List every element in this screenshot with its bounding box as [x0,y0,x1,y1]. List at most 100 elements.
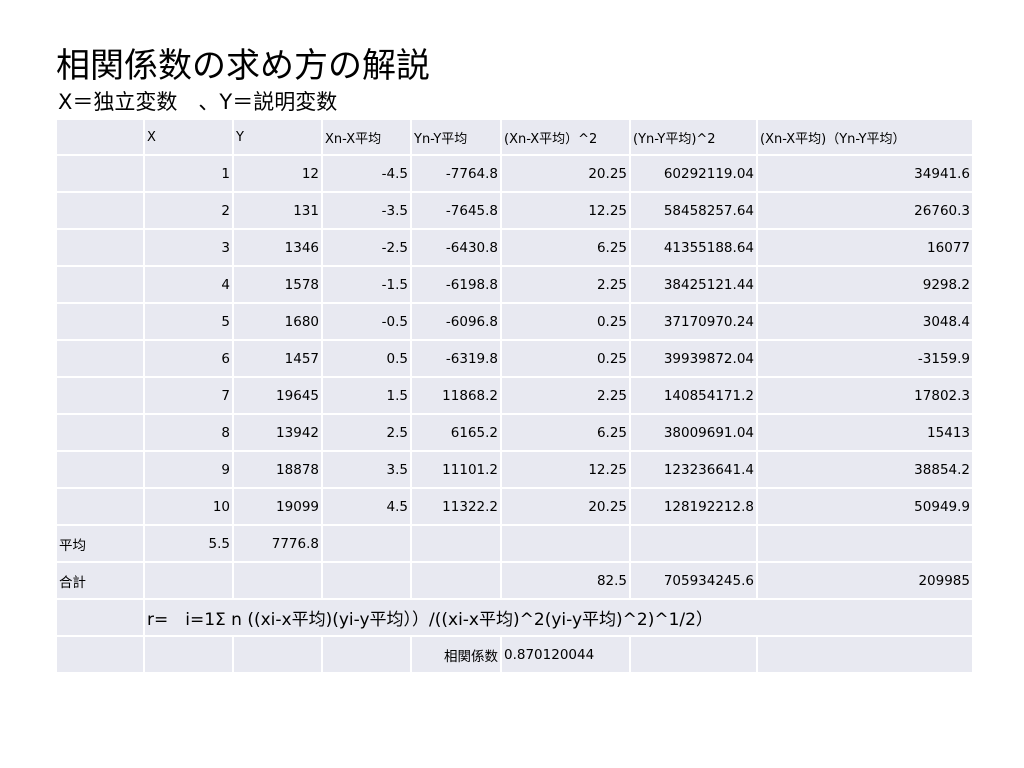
table-cell: 11868.2 [410,376,502,415]
table-cell: 37170970.24 [629,302,758,341]
table-cell: 2.25 [500,265,631,304]
table-cell [756,524,974,563]
table-cell: 7 [143,376,234,415]
table-cell [143,561,234,600]
table-row: 8 13942 2.5 6165.2 6.25 38009691.04 15413 [55,413,974,452]
table-cell: 0.25 [500,302,631,341]
table-cell: 7776.8 [232,524,323,563]
table-cell: 9 [143,450,234,489]
empty-cell [143,635,234,674]
table-cell: 8 [143,413,234,452]
table-cell: 3.5 [321,450,412,489]
table-cell [321,524,412,563]
table-cell: 6.25 [500,413,631,452]
table-row: 平均 5.5 7776.8 [55,524,974,563]
row-label-cell: 合計 [55,561,145,600]
correlation-table: X Y Xn-X平均 Yn-Y平均 (Xn-X平均）^2 (Yn-Y平均)^2 … [55,118,974,674]
row-label-cell [55,339,145,378]
table-cell: 10 [143,487,234,526]
table-cell: 15413 [756,413,974,452]
table-row: 合計 82.5 705934245.6 209985 [55,561,974,600]
table-cell: 1457 [232,339,323,378]
table-cell: 1578 [232,265,323,304]
table-cell: -7645.8 [410,191,502,230]
table-cell: 38009691.04 [629,413,758,452]
header-y-dev: Yn-Y平均 [410,118,502,156]
header-cell [55,118,145,156]
empty-cell [321,635,412,674]
table-cell: 11101.2 [410,450,502,489]
row-label-cell: 平均 [55,524,145,563]
table-cell: 2 [143,191,234,230]
header-x: X [143,118,234,156]
table-body: X Y Xn-X平均 Yn-Y平均 (Xn-X平均）^2 (Yn-Y平均)^2 … [55,118,974,674]
table-row: 2 131 -3.5 -7645.8 12.25 58458257.64 26760.3 [55,191,974,230]
table-cell: 209985 [756,561,974,600]
table-cell: -6198.8 [410,265,502,304]
table-row: 9 18878 3.5 11101.2 12.25 123236641.4 38854.2 [55,450,974,489]
table-cell: 20.25 [500,487,631,526]
table-cell: -3159.9 [756,339,974,378]
empty-cell [756,635,974,674]
table-cell: 705934245.6 [629,561,758,600]
table-cell: 4 [143,265,234,304]
table-row: 3 1346 -2.5 -6430.8 6.25 41355188.64 16077 [55,228,974,267]
page-title: 相関係数の求め方の解説 [56,46,430,86]
table-cell: 12.25 [500,191,631,230]
row-label-cell [55,487,145,526]
header-x-dev: Xn-X平均 [321,118,412,156]
empty-cell [55,598,145,637]
table-row: 4 1578 -1.5 -6198.8 2.25 38425121.44 9298.2 [55,265,974,304]
table-cell: -7764.8 [410,154,502,193]
header-row: X Y Xn-X平均 Yn-Y平均 (Xn-X平均）^2 (Yn-Y平均)^2 … [55,118,974,156]
table-cell: 39939872.04 [629,339,758,378]
table-cell: -3.5 [321,191,412,230]
row-label-cell [55,154,145,193]
table-cell: 0.25 [500,339,631,378]
row-label-cell [55,450,145,489]
table-cell: 3048.4 [756,302,974,341]
table-cell: 18878 [232,450,323,489]
table-cell: 9298.2 [756,265,974,304]
header-y: Y [232,118,323,156]
table-cell: 38425121.44 [629,265,758,304]
table-row: 1 12 -4.5 -7764.8 20.25 60292119.04 34941.6 [55,154,974,193]
header-x-dev-sq: (Xn-X平均）^2 [500,118,631,156]
table-cell [410,524,502,563]
table-row: 5 1680 -0.5 -6096.8 0.25 37170970.24 3048.4 [55,302,974,341]
table-cell: 58458257.64 [629,191,758,230]
table-cell: 5 [143,302,234,341]
table-cell [321,561,412,600]
table-cell: -1.5 [321,265,412,304]
table-cell: 6 [143,339,234,378]
table-cell: 19099 [232,487,323,526]
table-cell: 82.5 [500,561,631,600]
table-cell: 4.5 [321,487,412,526]
table-cell: 140854171.2 [629,376,758,415]
coefficient-row: 相関係数 0.870120044 [55,635,974,674]
header-xy-product: (Xn-X平均)（Yn-Y平均） [756,118,974,156]
table-cell: 17802.3 [756,376,974,415]
table-cell: 41355188.64 [629,228,758,267]
table-cell: -0.5 [321,302,412,341]
page-subtitle: X＝独立変数 、Y＝説明変数 [58,90,338,114]
table-cell [500,524,631,563]
table-cell: 11322.2 [410,487,502,526]
table-cell: -6319.8 [410,339,502,378]
table-cell: 50949.9 [756,487,974,526]
table-cell: 1.5 [321,376,412,415]
table-cell [410,561,502,600]
table-cell: -6096.8 [410,302,502,341]
table-cell: 5.5 [143,524,234,563]
table-cell: 1346 [232,228,323,267]
table-cell: 20.25 [500,154,631,193]
table-cell: 19645 [232,376,323,415]
table-cell: 34941.6 [756,154,974,193]
table-row: 6 1457 0.5 -6319.8 0.25 39939872.04 -3159.9 [55,339,974,378]
table-cell: 131 [232,191,323,230]
table-cell: 123236641.4 [629,450,758,489]
header-y-dev-sq: (Yn-Y平均)^2 [629,118,758,156]
table-cell: 1 [143,154,234,193]
coefficient-label: 相関係数 [410,635,502,674]
table-cell: 2.25 [500,376,631,415]
